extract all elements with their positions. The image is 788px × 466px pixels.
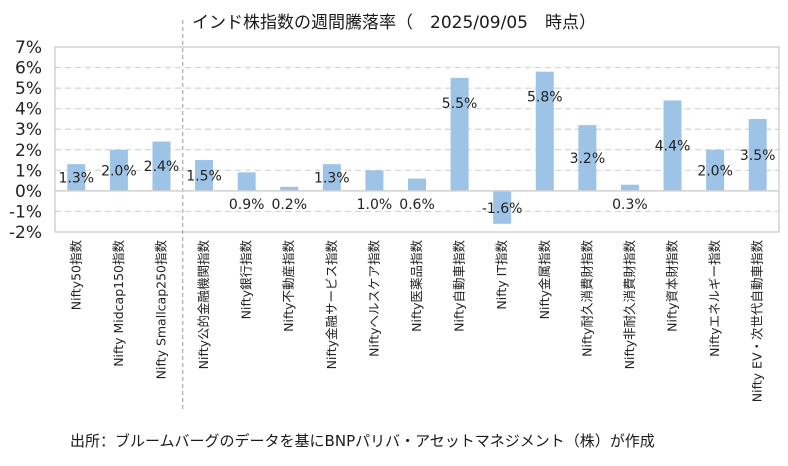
bar xyxy=(450,77,469,191)
bar xyxy=(67,164,86,191)
y-tick-label: 5% xyxy=(15,79,42,99)
bars xyxy=(67,71,767,224)
y-tick-label: 7% xyxy=(15,38,42,58)
x-tick-label: Nifty非耐久消費財指数 xyxy=(622,240,637,370)
data-label: 3.5% xyxy=(740,148,776,164)
bar xyxy=(493,190,512,224)
x-tick-label: Nifty Midcap150指数 xyxy=(111,240,126,367)
plot-area-border xyxy=(54,46,780,233)
x-tick-label: Nifty IT指数 xyxy=(494,240,509,310)
data-label: 5.8% xyxy=(527,90,563,106)
y-tick-label: 4% xyxy=(15,100,42,120)
bar xyxy=(578,125,597,191)
x-tick-label: Nifty不動産指数 xyxy=(281,240,296,332)
bar xyxy=(237,172,256,191)
bar xyxy=(620,184,639,191)
x-tick-label: Niftyエネルギー指数 xyxy=(707,240,722,357)
bar xyxy=(408,178,426,191)
x-tick-label: Nifty Smallcap250指数 xyxy=(153,240,168,380)
bar xyxy=(535,71,554,191)
bar xyxy=(109,149,128,191)
x-tick-label: Nifty金属指数 xyxy=(537,240,552,320)
bar xyxy=(706,149,725,191)
bar xyxy=(365,170,384,191)
data-label: 0.3% xyxy=(612,197,648,213)
data-label: 4.4% xyxy=(655,139,691,155)
axes xyxy=(54,20,780,410)
bar xyxy=(280,186,299,191)
source-note: 出所：ブルームバーグのデータを基にBNPパリバ・アセットマネジメント（株）が作成 xyxy=(70,432,655,450)
x-tick-label: Nifty EV・次世代自動車指数 xyxy=(750,240,765,403)
x-tick-label: Niftyヘルスケア指数 xyxy=(366,240,381,357)
chart-title: インド株指数の週間騰落率（ 2025/09/05 時点） xyxy=(192,13,596,33)
y-tick-label: -2% xyxy=(9,223,42,243)
x-tick-label: Nifty銀行指数 xyxy=(239,240,254,320)
x-tick-label: Nifty医薬品指数 xyxy=(409,240,424,332)
data-label: 0.2% xyxy=(271,197,307,213)
data-labels: 1.3% 2.0% 2.4% 1.5% 0.9% 0.2% 1.3% 1.0% 0.6% 5.5%… xyxy=(59,90,776,217)
x-axis-labels: Nifty50指数 Nifty Midcap150指数 Nifty Smallcap… xyxy=(68,240,764,403)
data-label: 1.5% xyxy=(186,168,222,184)
bar xyxy=(195,160,214,191)
bar xyxy=(322,164,341,191)
data-label: 2.0% xyxy=(697,163,733,179)
x-tick-label: Nifty50指数 xyxy=(68,240,83,311)
bar xyxy=(748,118,767,191)
y-tick-label: 6% xyxy=(15,59,42,79)
data-label: -1.6% xyxy=(482,201,523,217)
y-tick-label: 0% xyxy=(15,182,42,202)
y-tick-label: -1% xyxy=(9,202,42,222)
data-label: 1.3% xyxy=(314,171,350,187)
x-tick-label: Nifty自動車指数 xyxy=(452,240,467,332)
x-tick-label: Nifty金融サービス指数 xyxy=(324,240,339,370)
x-tick-label: Nifty耐久消費財指数 xyxy=(579,240,594,357)
gridlines xyxy=(55,66,779,213)
data-label: 2.4% xyxy=(144,159,180,175)
data-label: 0.6% xyxy=(399,197,435,213)
data-label: 2.0% xyxy=(101,163,137,179)
data-label: 1.3% xyxy=(59,171,95,187)
y-tick-label: 1% xyxy=(15,161,42,181)
data-label: 3.2% xyxy=(570,151,606,167)
x-tick-label: Nifty資本財指数 xyxy=(665,240,680,332)
bar xyxy=(663,100,682,191)
bar xyxy=(152,141,171,191)
data-label: 1.0% xyxy=(357,197,393,213)
x-tick-label: Nifty公的金融機関指数 xyxy=(196,240,211,370)
y-tick-label: 3% xyxy=(15,120,42,140)
data-label: 0.9% xyxy=(229,197,265,213)
y-tick-label: 2% xyxy=(15,141,42,161)
data-label: 5.5% xyxy=(442,96,478,112)
y-axis-ticks: 7%6%5%4%3%2%1%0%-1%-2% xyxy=(9,38,42,243)
